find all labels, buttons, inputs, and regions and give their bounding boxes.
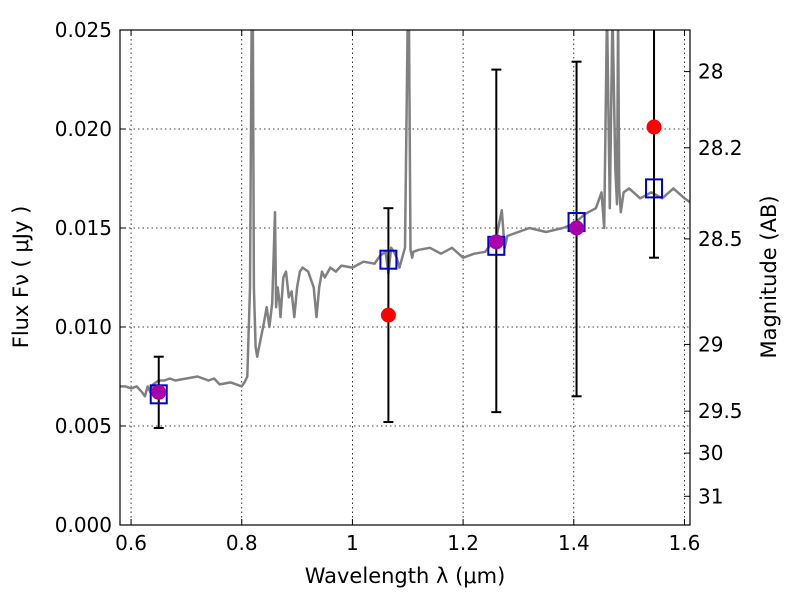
tick-layer: 0.6 0.8 1 1.2 1.4 1.6 0.000 0.005 0.010 0.015 0.02…: [55, 18, 743, 555]
right-axis-title: Magnitude (AB): [757, 195, 781, 358]
right-tick-label: 30: [698, 441, 723, 465]
x-tick-label: 0.8: [226, 531, 258, 555]
x-tick-label: 1: [346, 531, 359, 555]
y-tick-label: 0.015: [55, 216, 112, 240]
right-tick-label: 31: [698, 484, 723, 508]
spectrum-line: [120, 30, 690, 398]
observed-point: [380, 307, 396, 323]
right-tick-label: 28: [698, 60, 723, 84]
observed-point: [488, 234, 504, 250]
y-axis-title: Flux Fν ( μJy ): [9, 206, 33, 349]
right-tick-label: 28.2: [698, 136, 743, 160]
model-square-marker: [379, 249, 398, 270]
model-square-marker: [645, 178, 664, 199]
y-tick-label: 0.020: [55, 117, 112, 141]
y-tick-label: 0.005: [55, 414, 112, 438]
right-tick-label: 29.5: [698, 399, 743, 423]
observed-point: [569, 220, 585, 236]
y-tick-label: 0.010: [55, 315, 112, 339]
plot-background: [120, 30, 690, 525]
x-tick-label: 1.4: [558, 531, 590, 555]
y-tick-label: 0.000: [55, 513, 112, 537]
x-tick-label: 1.6: [669, 531, 701, 555]
x-tick-label: 1.2: [447, 531, 479, 555]
right-tick-label: 29: [698, 332, 723, 356]
x-tick-label: 0.6: [115, 531, 147, 555]
right-tick-label: 28.5: [698, 227, 743, 251]
plot-frame: [119, 29, 691, 526]
observed-point: [151, 384, 167, 400]
x-axis-title: Wavelength λ (μm): [305, 564, 506, 588]
data-layer: [120, 30, 690, 398]
marker-layer: [149, 119, 664, 405]
y-tick-label: 0.025: [55, 18, 112, 42]
observed-point: [646, 119, 662, 135]
